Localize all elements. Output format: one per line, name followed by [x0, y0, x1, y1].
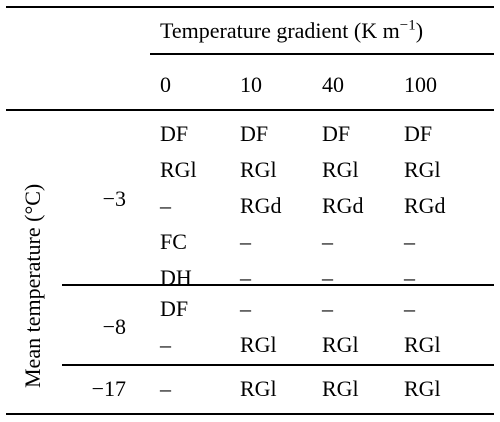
gradient-col-40: 40 — [322, 72, 344, 97]
cell-entry: RGl — [404, 376, 441, 401]
mean-temperature-axis-label: Mean temperature (°C) — [20, 183, 45, 388]
gradient-header-close: ) — [415, 18, 424, 43]
cell-entry: RGl — [240, 157, 277, 182]
top-rule — [6, 6, 494, 8]
cell-entry: RGl — [322, 157, 359, 182]
cell-entry: – — [322, 296, 333, 321]
cell-entry: – — [240, 296, 251, 321]
mean-temp-minus-17: −17 — [91, 376, 126, 401]
cell-row2-col2: – RGl — [240, 291, 320, 363]
cell-entry: – — [160, 332, 171, 357]
cell-entry: RGl — [322, 376, 359, 401]
gradient-col-10: 10 — [240, 72, 262, 97]
cell-entry: DH — [160, 265, 192, 290]
cell-row3-col1: – — [160, 371, 240, 407]
gradient-col-100: 100 — [404, 72, 437, 97]
cell-entry: – — [322, 229, 333, 254]
cell-entry: RGl — [160, 157, 197, 182]
cell-entry: DF — [160, 121, 189, 146]
bottom-rule — [6, 413, 494, 415]
cell-entry: DF — [240, 121, 269, 146]
cell-entry: DF — [160, 296, 189, 321]
header-bottom-rule — [6, 109, 494, 111]
cell-row2-col3: – RGl — [322, 291, 402, 363]
cell-entry: FC — [160, 229, 187, 254]
row-separator-2 — [62, 364, 494, 366]
cell-entry: – — [404, 265, 415, 290]
cell-row3-col3: RGl — [322, 371, 402, 407]
cell-entry: – — [160, 376, 171, 401]
cell-entry: RGl — [240, 332, 277, 357]
cell-row1-col3: DF RGl RGd – – — [322, 116, 402, 296]
cell-row2-col1: DF – — [160, 291, 240, 363]
gradient-header-text: Temperature gradient (K m — [160, 18, 400, 43]
cell-entry: RGl — [404, 332, 441, 357]
cell-entry: RGl — [404, 157, 441, 182]
gradient-header-exponent: −1 — [399, 17, 416, 34]
cell-entry: – — [404, 296, 415, 321]
cell-row3-col2: RGl — [240, 371, 320, 407]
cell-row3-col4: RGl — [404, 371, 484, 407]
header-group-rule — [150, 53, 494, 55]
cell-entry: – — [240, 229, 251, 254]
cell-row2-col4: – RGl — [404, 291, 484, 363]
cell-entry: DF — [404, 121, 433, 146]
cell-entry: – — [404, 229, 415, 254]
temperature-gradient-header: Temperature gradient (K m−1) — [160, 17, 424, 43]
cell-entry: RGd — [240, 193, 282, 218]
gradient-col-0: 0 — [160, 72, 171, 97]
cell-entry: RGl — [322, 332, 359, 357]
cell-entry: – — [240, 265, 251, 290]
cell-row1-col1: DF RGl – FC DH — [160, 116, 240, 296]
mean-temp-minus-8: −8 — [102, 314, 126, 339]
cell-entry: – — [322, 265, 333, 290]
cell-entry: RGd — [404, 193, 446, 218]
cell-entry: RGd — [322, 193, 364, 218]
cell-entry: DF — [322, 121, 351, 146]
mean-temp-minus-3: −3 — [102, 186, 126, 211]
cell-row1-col2: DF RGl RGd – – — [240, 116, 320, 296]
cell-entry: RGl — [240, 376, 277, 401]
cell-entry: – — [160, 193, 171, 218]
cell-row1-col4: DF RGl RGd – – — [404, 116, 484, 296]
row-separator-1 — [62, 284, 494, 286]
